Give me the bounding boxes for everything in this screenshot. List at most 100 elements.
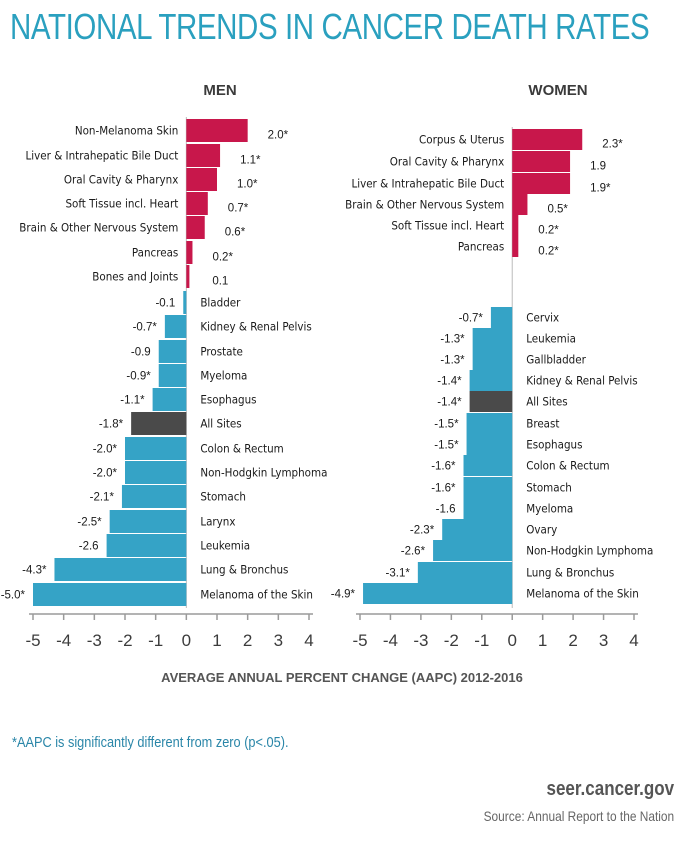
- women-category-label: Pancreas: [458, 240, 504, 254]
- men-tick-label: -1: [148, 631, 163, 650]
- men-value-label: -0.9*: [126, 371, 151, 383]
- men-category-label: Pancreas: [132, 246, 178, 260]
- men-value-label: 0.6*: [225, 227, 246, 239]
- men-category-label: Non-Melanoma Skin: [75, 124, 178, 138]
- women-bar: [512, 151, 571, 172]
- men-value-label: -0.9: [131, 347, 151, 359]
- men-bar: [131, 412, 187, 435]
- women-bar: [512, 215, 519, 236]
- men-bar: [186, 265, 190, 288]
- women-category-label: Leukemia: [526, 332, 576, 346]
- women-value-label: -1.4*: [437, 397, 462, 409]
- women-value-label: -1.5*: [434, 419, 459, 431]
- men-bar: [183, 291, 187, 314]
- women-bar: [417, 562, 513, 583]
- women-value-label: 0.2*: [538, 225, 559, 237]
- women-tick-label: -4: [383, 631, 398, 650]
- women-tick-label: -1: [474, 631, 489, 650]
- men-tick-label: -2: [117, 631, 132, 650]
- women-value-label: -1.6*: [431, 483, 456, 495]
- women-bar: [512, 194, 528, 215]
- women-bar: [469, 370, 513, 391]
- men-bar: [186, 119, 248, 142]
- men-category-label: Bones and Joints: [92, 270, 178, 284]
- men-value-label: 0.2*: [212, 252, 233, 264]
- women-bar: [512, 236, 519, 257]
- men-bar: [186, 241, 193, 264]
- women-value-label: -1.6: [436, 504, 456, 516]
- women-category-label: Non-Hodgkin Lymphoma: [526, 544, 653, 558]
- men-tick-label: 1: [212, 631, 221, 650]
- women-chart: WOMEN Corpus & Uterus 2.3* Oral Cavity & Ph…: [331, 82, 654, 650]
- women-value-label: 1.9: [590, 161, 606, 173]
- women-tick-label: 3: [599, 631, 608, 650]
- men-chart: MEN Non-Melanoma Skin 2.0* Liver & Intrahep…: [1, 82, 328, 650]
- men-category-label: Non-Hodgkin Lymphoma: [200, 466, 327, 480]
- women-value-label: -2.3*: [410, 525, 435, 537]
- women-tick-label: 2: [568, 631, 577, 650]
- men-tick-label: 3: [274, 631, 283, 650]
- women-value-label: 2.3*: [602, 139, 623, 151]
- men-tick-label: -4: [56, 631, 71, 650]
- men-tick-label: -5: [25, 631, 40, 650]
- men-category-label: Lung & Bronchus: [200, 563, 288, 577]
- men-bar: [109, 510, 187, 533]
- men-category-label: Colon & Rectum: [200, 442, 283, 456]
- women-category-label: Liver & Intrahepatic Bile Duct: [351, 177, 504, 191]
- men-bar: [33, 583, 187, 606]
- women-category-label: Stomach: [526, 481, 572, 495]
- men-value-label: -5.0*: [1, 590, 26, 602]
- page-title: NATIONAL TRENDS IN CANCER DEATH RATES: [10, 6, 650, 47]
- men-bar: [125, 437, 187, 460]
- women-category-label: Esophagus: [526, 438, 582, 452]
- men-value-label: 0.7*: [228, 203, 249, 215]
- men-value-label: -1.8*: [99, 419, 124, 431]
- women-value-label: 1.9*: [590, 183, 611, 195]
- men-bar: [186, 192, 208, 215]
- women-tick-label: 1: [538, 631, 547, 650]
- men-category-label: Kidney & Renal Pelvis: [200, 320, 311, 334]
- men-category-label: Stomach: [200, 490, 246, 504]
- women-value-label: -4.9*: [331, 589, 356, 601]
- women-bar: [433, 540, 513, 561]
- men-bar: [186, 144, 221, 167]
- women-bar: [472, 349, 513, 370]
- women-value-label: 0.5*: [547, 204, 568, 216]
- men-bar: [106, 534, 187, 557]
- men-category-label: Soft Tissue incl. Heart: [65, 197, 178, 211]
- men-category-label: Liver & Intrahepatic Bile Duct: [26, 149, 179, 163]
- men-category-label: Melanoma of the Skin: [200, 588, 313, 602]
- men-category-label: All Sites: [200, 417, 241, 431]
- women-bar: [490, 307, 513, 328]
- women-panel-title: WOMEN: [528, 82, 587, 99]
- women-category-label: Colon & Rectum: [526, 459, 609, 473]
- footnote: *AAPC is significantly different from ze…: [12, 734, 289, 751]
- men-value-label: 0.1: [212, 276, 228, 288]
- women-category-label: Brain & Other Nervous System: [345, 198, 504, 212]
- women-bar: [466, 413, 513, 434]
- women-bar: [463, 498, 513, 519]
- men-category-label: Myeloma: [200, 369, 247, 383]
- women-bar: [363, 583, 513, 604]
- men-value-label: -2.6: [79, 541, 99, 553]
- women-bar: [463, 455, 513, 476]
- men-value-label: -0.1: [155, 298, 175, 310]
- men-bar: [164, 315, 187, 338]
- women-value-label: 0.2*: [538, 246, 559, 258]
- men-category-label: Oral Cavity & Pharynx: [64, 173, 178, 187]
- men-bar: [186, 216, 205, 239]
- women-value-label: -1.3*: [440, 334, 465, 346]
- men-value-label: -2.5*: [77, 517, 102, 529]
- men-bar: [152, 388, 187, 411]
- men-value-label: -2.0*: [93, 444, 118, 456]
- women-category-label: Oral Cavity & Pharynx: [390, 155, 504, 169]
- women-category-label: All Sites: [526, 395, 567, 409]
- women-value-label: -1.6*: [431, 461, 456, 473]
- men-value-label: -0.7*: [133, 322, 158, 334]
- men-bar: [158, 364, 187, 387]
- men-tick-label: -3: [87, 631, 102, 650]
- women-tick-label: 4: [629, 631, 638, 650]
- site-link[interactable]: seer.cancer.gov: [546, 778, 674, 800]
- women-value-label: -0.7*: [459, 313, 484, 325]
- women-category-label: Kidney & Renal Pelvis: [526, 374, 637, 388]
